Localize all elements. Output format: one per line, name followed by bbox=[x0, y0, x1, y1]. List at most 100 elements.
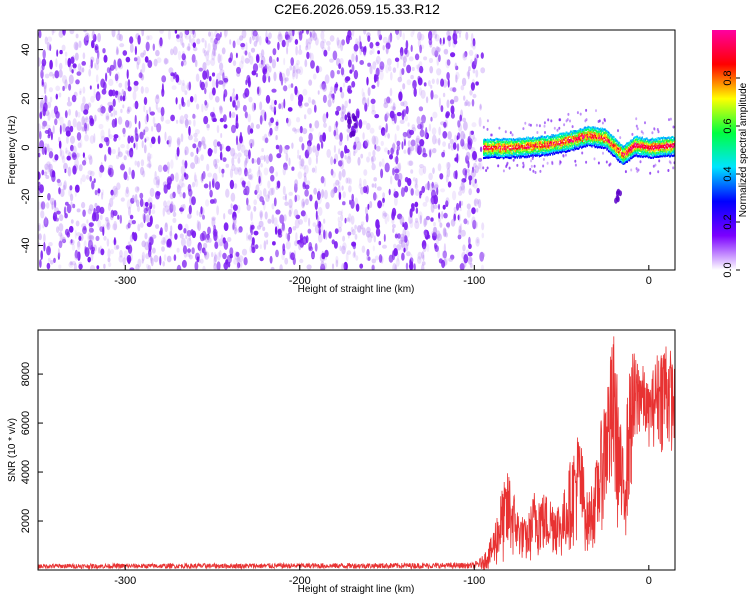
heatmap-noise-cell bbox=[104, 154, 107, 162]
heatmap-noise-cell bbox=[192, 30, 195, 35]
heatmap-noise-cell bbox=[422, 254, 425, 261]
heatmap-noise-cell bbox=[461, 178, 467, 183]
heatmap-band-cell bbox=[593, 142, 595, 145]
heatmap-noise-cell bbox=[153, 58, 158, 67]
heatmap-noise-cell bbox=[263, 167, 269, 176]
heatmap-band-cell bbox=[618, 158, 620, 161]
heatmap-noise-cell bbox=[40, 95, 45, 100]
heatmap-band-cell bbox=[499, 149, 501, 153]
heatmap-band-cell bbox=[643, 143, 645, 146]
heatmap-noise-cell bbox=[228, 57, 232, 63]
heatmap-noise-cell bbox=[78, 263, 83, 270]
heatmap-band-cell bbox=[563, 148, 566, 151]
heatmap-noise-cell bbox=[246, 186, 250, 191]
heatmap-speck bbox=[566, 118, 569, 121]
heatmap-band-cell bbox=[526, 139, 528, 142]
heatmap-band-cell bbox=[496, 145, 498, 148]
heatmap-noise-cell bbox=[331, 263, 335, 270]
heatmap-noise-cell bbox=[371, 103, 375, 112]
heatmap-band-cell bbox=[580, 135, 582, 138]
heatmap-noise-cell bbox=[131, 231, 135, 240]
heatmap-band-cell bbox=[485, 152, 487, 155]
heatmap-noise-cell bbox=[248, 149, 251, 160]
heatmap-noise-cell bbox=[296, 117, 301, 123]
heatmap-band-cell bbox=[574, 137, 576, 140]
heatmap-band-cell bbox=[538, 139, 540, 142]
heatmap-band-cell bbox=[567, 132, 569, 135]
heatmap-band-cell bbox=[527, 151, 529, 154]
heatmap-band-cell bbox=[517, 139, 519, 142]
heatmap-noise-cell bbox=[402, 132, 406, 143]
heatmap-noise-cell bbox=[393, 248, 398, 257]
heatmap-band-cell bbox=[583, 133, 585, 136]
heatmap-band-cell bbox=[626, 146, 628, 149]
heatmap-band-cell bbox=[509, 148, 511, 151]
heatmap-noise-cell bbox=[369, 42, 374, 49]
heatmap-band-cell bbox=[572, 135, 574, 139]
heatmap-noise-cell bbox=[396, 244, 402, 251]
heatmap-band-cell bbox=[630, 150, 632, 153]
heatmap-noise-cell bbox=[61, 44, 66, 51]
heatmap-noise-cell bbox=[196, 219, 200, 230]
heatmap-noise-cell bbox=[99, 107, 104, 117]
heatmap-band-cell bbox=[527, 138, 529, 141]
heatmap-band-cell bbox=[636, 148, 638, 151]
heatmap-noise-cell bbox=[393, 188, 396, 195]
heatmap-noise-cell bbox=[458, 229, 462, 238]
heatmap-band-cell bbox=[615, 156, 617, 159]
heatmap-band-cell bbox=[616, 149, 618, 152]
heatmap-band-cell bbox=[637, 138, 639, 141]
heatmap-noise-cell bbox=[476, 208, 479, 213]
heatmap-noise-cell bbox=[155, 180, 160, 189]
heatmap-noise-cell bbox=[431, 181, 435, 189]
heatmap-noise-cell bbox=[287, 107, 293, 112]
heatmap-noise-cell bbox=[382, 244, 387, 249]
heatmap-noise-cell bbox=[169, 203, 174, 213]
heatmap-noise-cell bbox=[252, 138, 255, 147]
heatmap-band-cell bbox=[566, 150, 568, 153]
heatmap-band-cell bbox=[669, 141, 672, 144]
heatmap-band-cell bbox=[561, 137, 563, 140]
heatmap-band-cell bbox=[550, 143, 552, 146]
heatmap-band-cell bbox=[622, 152, 624, 155]
heatmap-noise-cell bbox=[223, 77, 229, 83]
heatmap-band-cell bbox=[610, 152, 612, 155]
heatmap-band-cell bbox=[607, 139, 610, 142]
heatmap-band-cell bbox=[626, 154, 628, 157]
heatmap-noise-cell bbox=[417, 77, 423, 86]
heatmap-band-cell bbox=[559, 135, 561, 138]
heatmap-noise-cell bbox=[60, 232, 63, 242]
heatmap-band-cell bbox=[534, 137, 537, 140]
heatmap-band-cell bbox=[555, 134, 557, 137]
heatmap-band-cell bbox=[629, 159, 631, 162]
heatmap-noise-cell bbox=[89, 135, 95, 144]
heatmap-band-cell bbox=[585, 131, 588, 135]
heatmap-band-cell bbox=[505, 146, 507, 149]
heatmap-noise-cell bbox=[86, 174, 90, 180]
heatmap-noise-cell bbox=[147, 156, 151, 163]
heatmap-noise-cell bbox=[404, 230, 410, 238]
heatmap-band-cell bbox=[664, 150, 666, 153]
heatmap-band-cell bbox=[602, 132, 604, 135]
heatmap-band-cell bbox=[662, 150, 664, 154]
heatmap-noise-cell bbox=[330, 189, 335, 198]
heatmap-band-cell bbox=[519, 147, 521, 150]
heatmap-noise-cell bbox=[85, 34, 89, 41]
heatmap-band-cell bbox=[495, 152, 497, 155]
heatmap-noise-cell bbox=[337, 181, 341, 188]
heatmap-band-cell bbox=[588, 139, 590, 142]
heatmap-band-cell bbox=[511, 145, 513, 148]
heatmap-noise-cell bbox=[46, 245, 51, 256]
heatmap-noise-cell bbox=[229, 39, 232, 45]
heatmap-noise-cell bbox=[372, 61, 377, 70]
heatmap-noise-cell bbox=[340, 110, 346, 117]
heatmap-band-cell bbox=[571, 143, 573, 147]
heatmap-noise-cell bbox=[381, 200, 385, 207]
heatmap-noise-cell bbox=[232, 152, 238, 159]
heatmap-noise-cell bbox=[181, 174, 185, 182]
heatmap-noise-cell bbox=[421, 114, 426, 124]
heatmap-band-cell bbox=[624, 162, 626, 165]
heatmap-band-cell bbox=[648, 144, 650, 147]
heatmap-noise-cell bbox=[366, 76, 369, 86]
heatmap-noise-cell bbox=[83, 35, 89, 46]
